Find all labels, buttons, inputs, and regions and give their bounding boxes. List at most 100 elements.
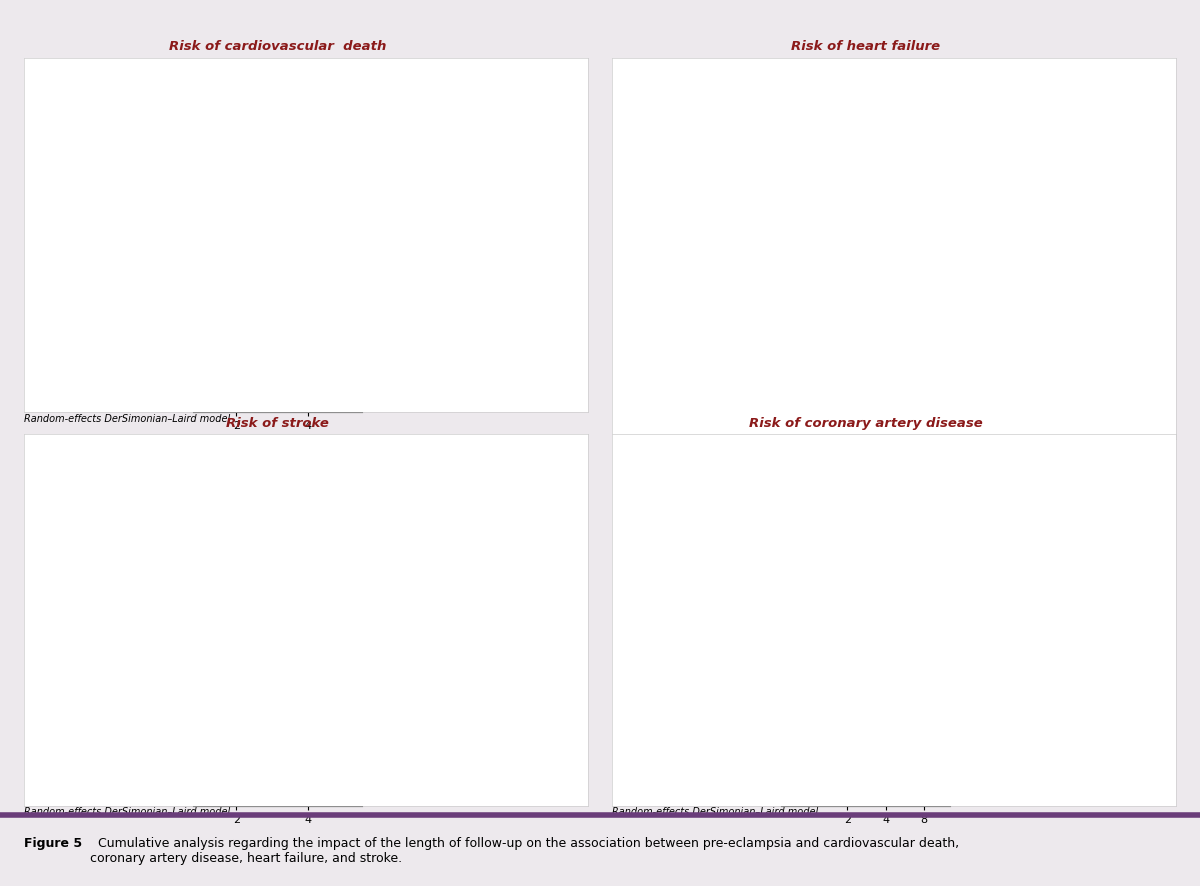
Text: 1.86 [1.53, 2.25]: 1.86 [1.53, 2.25]: [367, 582, 449, 593]
Text: BROWN et al., 2006: BROWN et al., 2006: [24, 494, 121, 505]
Text: 0.000: 0.000: [498, 582, 526, 593]
Text: 0.002: 0.002: [1086, 212, 1114, 222]
Text: GASTRICH et al., 2020: GASTRICH et al., 2020: [612, 546, 721, 556]
Text: 0.000: 0.000: [498, 604, 526, 614]
Text: fup: fup: [1148, 446, 1165, 455]
Text: 0.000: 0.000: [498, 648, 526, 658]
Text: GASTRICH et al., 2020: GASTRICH et al., 2020: [24, 159, 133, 169]
Text: 10: 10: [558, 626, 570, 636]
Text: HONIGBERG et al., 2020: HONIGBERG et al., 2020: [612, 307, 731, 316]
Text: 34: 34: [1146, 708, 1158, 719]
Text: 3.66 [1.62, 8.25]: 3.66 [1.62, 8.25]: [955, 212, 1037, 222]
Text: 2.04 [1.26, 3.29]: 2.04 [1.26, 3.29]: [367, 539, 449, 548]
Text: Risk of cardiovascular  death: Risk of cardiovascular death: [169, 40, 386, 53]
Text: 8: 8: [564, 561, 570, 571]
Text: Effect size
with 95% CI: Effect size with 95% CI: [367, 71, 425, 94]
Text: HALLUM et al., 2023: HALLUM et al., 2023: [24, 604, 124, 614]
Text: 9: 9: [1152, 592, 1158, 602]
Text: 1.92 [1.63, 2.25]: 1.92 [1.63, 2.25]: [367, 648, 449, 658]
Text: CHUANG et al., 2022: CHUANG et al., 2022: [24, 670, 126, 680]
Text: fup: fup: [1148, 74, 1165, 85]
Text: SAVITZ et al., 2014: SAVITZ et al., 2014: [24, 473, 118, 483]
Text: 1.85 [1.29, 2.66]: 1.85 [1.29, 2.66]: [367, 517, 449, 526]
Text: 35: 35: [1146, 732, 1158, 742]
Text: 0.000: 0.000: [498, 371, 526, 382]
Text: 25: 25: [558, 229, 570, 240]
Text: MÄNNISTÖ et al., 2013: MÄNNISTÖ et al., 2013: [612, 401, 724, 412]
Text: 1.93 [1.67, 2.23]: 1.93 [1.67, 2.23]: [367, 670, 449, 680]
Text: 2.04 [1.75, 2.38]: 2.04 [1.75, 2.38]: [367, 229, 449, 240]
Text: 0.000: 0.000: [1086, 639, 1114, 649]
Text: 0.004: 0.004: [498, 539, 526, 548]
Text: Effect size
with 95% CI: Effect size with 95% CI: [955, 439, 1013, 462]
Text: 0.089: 0.089: [1086, 148, 1114, 158]
Text: 0.000: 0.000: [1086, 732, 1114, 742]
Text: 2.12 [1.70, 2.66]: 2.12 [1.70, 2.66]: [955, 592, 1037, 602]
Text: LEON et al., 2019: LEON et al., 2019: [24, 582, 109, 593]
Text: 36: 36: [1146, 755, 1158, 765]
Text: 2.30 [1.65, 3.20]: 2.30 [1.65, 3.20]: [367, 123, 449, 134]
Text: p-value: p-value: [498, 445, 534, 455]
Text: 15: 15: [1146, 338, 1158, 348]
Text: OLIVER et al., 2022: OLIVER et al., 2022: [24, 517, 119, 526]
Text: 0.000: 0.000: [498, 626, 526, 636]
Text: 2.06 [1.77, 2.41]: 2.06 [1.77, 2.41]: [955, 755, 1037, 765]
Text: Random-effects DerSimonian–Laird model: Random-effects DerSimonian–Laird model: [612, 807, 818, 818]
Text: Random-effects DerSimonian–Laird model: Random-effects DerSimonian–Laird model: [24, 414, 230, 424]
Text: 0.000: 0.000: [1086, 755, 1114, 765]
Text: LEON et al., 2019: LEON et al., 2019: [612, 243, 697, 253]
Text: STUART et al., 2022: STUART et al., 2022: [24, 714, 121, 724]
Text: 2.20 [1.86, 2.61]: 2.20 [1.86, 2.61]: [955, 685, 1037, 695]
Text: 2: 2: [1152, 499, 1158, 509]
Text: 2: 2: [1152, 148, 1158, 158]
Text: 1.75 [1.52, 2.02]: 1.75 [1.52, 2.02]: [367, 780, 449, 789]
Text: 0.000: 0.000: [1086, 370, 1114, 380]
Text: 0.000: 0.000: [498, 336, 526, 346]
Text: 0.000: 0.000: [498, 780, 526, 789]
Text: OLIVER et al., 2022: OLIVER et al., 2022: [612, 499, 707, 509]
Text: 30: 30: [558, 265, 570, 276]
Text: 1: 1: [1152, 116, 1158, 126]
Text: 0.000: 0.000: [1086, 338, 1114, 348]
Text: 9: 9: [564, 582, 570, 593]
Text: 2: 2: [564, 494, 570, 505]
Text: 12: 12: [1146, 307, 1158, 316]
Text: 0.000: 0.000: [1086, 275, 1114, 284]
Text: Random-effects DerSimonian–Laird model: Random-effects DerSimonian–Laird model: [24, 807, 230, 818]
Text: 39: 39: [558, 371, 570, 382]
Text: 0.000: 0.000: [498, 735, 526, 746]
Text: 1.95 [1.69, 2.25]: 1.95 [1.69, 2.25]: [367, 692, 449, 702]
Text: Study: Study: [24, 77, 56, 88]
Text: 0.000: 0.000: [498, 692, 526, 702]
Text: 2.30 [1.85, 2.86]: 2.30 [1.85, 2.86]: [367, 265, 449, 276]
Text: Study: Study: [612, 446, 644, 455]
Text: 0.000: 0.000: [498, 670, 526, 680]
Text: Study: Study: [612, 74, 644, 85]
Text: LEON et al., 2019: LEON et al., 2019: [612, 569, 697, 579]
Text: GAROVIC et al., 2020: GAROVIC et al., 2020: [24, 758, 127, 767]
Text: 2.30 [1.83, 2.87]: 2.30 [1.83, 2.87]: [955, 639, 1037, 649]
Text: SAVITZ et al., 2014: SAVITZ et al., 2014: [612, 116, 706, 126]
Text: 0.000: 0.000: [498, 758, 526, 767]
Text: 3: 3: [1152, 522, 1158, 532]
Text: 34: 34: [558, 714, 570, 724]
Text: 10: 10: [1146, 662, 1158, 672]
Text: 3.69 [1.66, 8.24]: 3.69 [1.66, 8.24]: [955, 546, 1037, 556]
Text: FUNAI et al., 2005: FUNAI et al., 2005: [24, 265, 113, 276]
Text: 1.76 [1.52, 2.04]: 1.76 [1.52, 2.04]: [367, 758, 449, 767]
Text: BHATTACHARYA et al., 2012: BHATTACHARYA et al., 2012: [24, 735, 158, 746]
Text: 2.65 [1.52, 4.62]: 2.65 [1.52, 4.62]: [367, 159, 449, 169]
Text: GASTRICH et al., 2020: GASTRICH et al., 2020: [24, 561, 133, 571]
Text: BHATTACHARYA et al., 2012: BHATTACHARYA et al., 2012: [24, 300, 158, 311]
Text: 9: 9: [1152, 569, 1158, 579]
Text: MÄNNISTÖ et al., 2013: MÄNNISTÖ et al., 2013: [612, 778, 724, 789]
Text: LIN et al., 2011: LIN et al., 2011: [24, 539, 98, 548]
Text: 0.000: 0.000: [498, 714, 526, 724]
Text: 3: 3: [1152, 180, 1158, 190]
Text: 8: 8: [1152, 546, 1158, 556]
Text: 2.11 [1.71, 2.60]: 2.11 [1.71, 2.60]: [367, 336, 449, 346]
Text: 15: 15: [1146, 685, 1158, 695]
Text: 1: 1: [564, 473, 570, 483]
Text: 0.000: 0.000: [1086, 402, 1114, 412]
Text: SIMON et al., 2023: SIMON et al., 2023: [612, 662, 703, 672]
